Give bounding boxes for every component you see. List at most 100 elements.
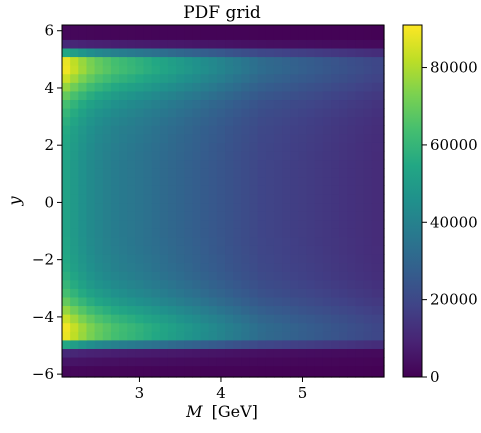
heatmap-cell <box>184 176 194 186</box>
heatmap-cell <box>184 193 194 204</box>
heatmap-cell <box>290 107 299 118</box>
heatmap-cell <box>298 228 308 238</box>
heatmap-cell <box>290 125 299 135</box>
heatmap-cell <box>225 202 234 212</box>
heatmap-cell <box>159 228 169 238</box>
heatmap-cell <box>184 202 194 212</box>
heatmap-cell <box>314 219 324 229</box>
heatmap-cell <box>322 279 332 289</box>
heatmap-cell <box>290 82 299 92</box>
heatmap-cell <box>78 107 88 118</box>
heatmap-cell <box>216 150 226 161</box>
heatmap-cell <box>331 56 340 66</box>
heatmap-cell <box>86 65 96 75</box>
heatmap-cell <box>363 82 373 92</box>
heatmap-cell <box>241 193 251 204</box>
heatmap-cell <box>119 322 128 332</box>
heatmap-cell <box>363 193 373 204</box>
heatmap-cell <box>355 116 365 126</box>
heatmap-cell <box>216 82 226 92</box>
heatmap-cell <box>298 288 308 298</box>
heatmap-cell <box>257 133 267 143</box>
heatmap-cell <box>306 331 316 341</box>
heatmap-cell <box>70 47 79 58</box>
heatmap-cell <box>249 65 259 75</box>
heatmap-cell <box>249 73 259 83</box>
heatmap-cell <box>306 125 316 135</box>
heatmap-cell <box>167 168 177 178</box>
heatmap-cell <box>200 211 210 221</box>
heatmap-cell <box>282 288 291 298</box>
heatmap-cell <box>127 90 136 101</box>
heatmap-cell <box>208 331 218 341</box>
heatmap-cell <box>322 211 332 221</box>
heatmap-cell <box>290 219 299 229</box>
heatmap-cell <box>298 39 308 49</box>
heatmap-cell <box>339 211 348 221</box>
heatmap-cell <box>257 150 267 161</box>
heatmap-cell <box>347 150 357 161</box>
heatmap-cell <box>135 348 145 358</box>
heatmap-cell <box>322 314 332 324</box>
heatmap-cell <box>339 116 348 126</box>
heatmap-cell <box>86 125 96 135</box>
heatmap-cell <box>151 253 161 264</box>
heatmap-cell <box>298 305 308 315</box>
heatmap-cell <box>265 99 275 109</box>
heatmap-cell <box>355 305 365 315</box>
heatmap-cell <box>347 202 357 212</box>
heatmap-cell <box>135 107 145 118</box>
heatmap-cell <box>62 107 71 118</box>
heatmap-cell <box>306 65 316 75</box>
heatmap-cell <box>159 176 169 186</box>
heatmap-cell <box>331 262 340 272</box>
heatmap-cell <box>322 331 332 341</box>
heatmap-cell <box>233 348 242 358</box>
heatmap-cell <box>78 314 88 324</box>
heatmap-cell <box>306 142 316 152</box>
heatmap-cell <box>70 133 79 143</box>
heatmap-cell <box>135 288 145 298</box>
heatmap-cell <box>363 339 373 349</box>
heatmap-cell <box>290 116 299 126</box>
heatmap-cell <box>273 125 283 135</box>
heatmap-cell <box>62 236 71 246</box>
heatmap-cell <box>306 288 316 298</box>
heatmap-cell <box>249 39 259 49</box>
heatmap-cell <box>143 296 153 307</box>
heatmap-cell <box>216 331 226 341</box>
heatmap-cell <box>110 39 120 49</box>
heatmap-cell <box>249 168 259 178</box>
heatmap-cell <box>200 262 210 272</box>
heatmap-cell <box>192 150 202 161</box>
heatmap-cell <box>249 202 259 212</box>
heatmap-cell <box>94 159 104 169</box>
heatmap-cell <box>306 116 316 126</box>
heatmap-cell <box>290 25 299 40</box>
heatmap-cell <box>208 305 218 315</box>
heatmap-cell <box>184 90 194 101</box>
heatmap-cell <box>127 271 136 281</box>
heatmap-cell <box>331 90 340 101</box>
heatmap-cell <box>249 245 259 255</box>
heatmap-cell <box>290 56 299 66</box>
heatmap-cell <box>249 56 259 66</box>
heatmap-cell <box>86 305 96 315</box>
heatmap-cell <box>102 245 112 255</box>
heatmap-cell <box>363 73 373 83</box>
heatmap-cell <box>151 331 161 341</box>
heatmap-cell <box>78 65 88 75</box>
heatmap-cell <box>314 25 324 40</box>
heatmap-cell <box>216 142 226 152</box>
heatmap-cell <box>135 193 145 204</box>
heatmap-cell <box>62 356 71 367</box>
heatmap-cell <box>306 56 316 66</box>
heatmap-cell <box>290 348 299 358</box>
heatmap-cell <box>290 47 299 58</box>
heatmap-cell <box>273 253 283 264</box>
heatmap-cell <box>86 288 96 298</box>
heatmap-cell <box>119 253 128 264</box>
heatmap-cell <box>110 296 120 307</box>
heatmap-cell <box>86 90 96 101</box>
heatmap-cell <box>298 125 308 135</box>
